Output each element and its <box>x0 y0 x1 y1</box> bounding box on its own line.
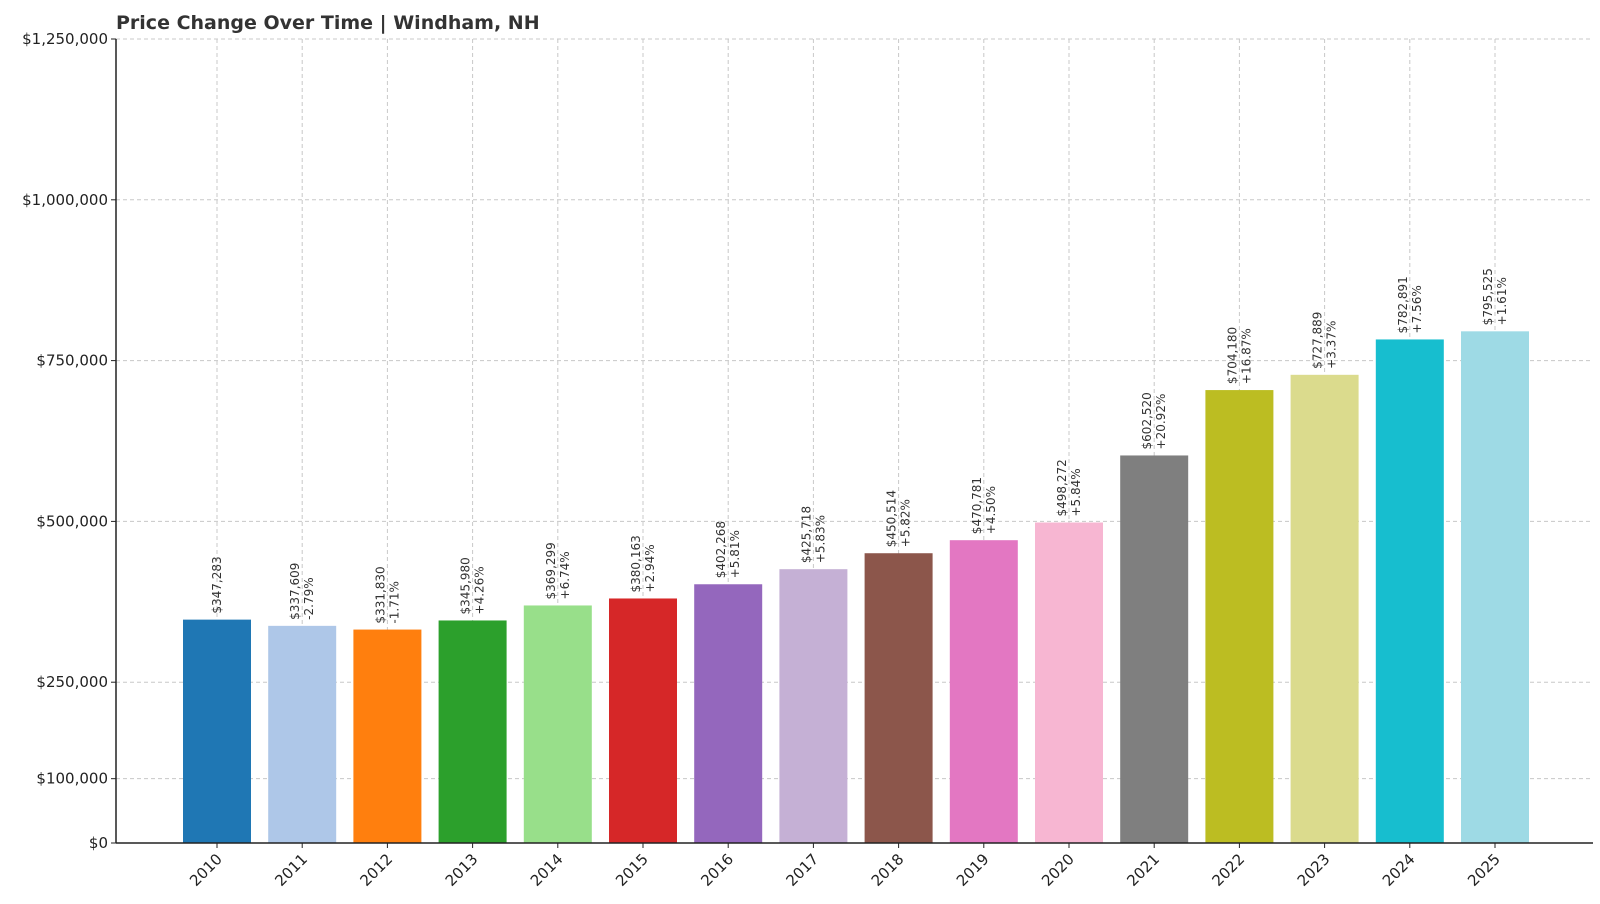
data-label-group-2011: $337,609 -2.79% <box>288 563 316 620</box>
x-tick-label: 2024 <box>1379 850 1419 890</box>
data-label-group-2022: $704,180 +16.87% <box>1225 327 1253 384</box>
x-tick-label: 2013 <box>442 850 482 890</box>
data-label-group-2013: $345,980 +4.26% <box>459 557 487 614</box>
bar-change-label: +4.50% <box>984 486 998 534</box>
x-tick-label: 2016 <box>697 850 737 890</box>
y-tick-label: $750,000 <box>36 352 108 370</box>
bar-change-label: +20.92% <box>1154 394 1168 450</box>
bar-2017 <box>779 569 848 843</box>
y-tick-label: $500,000 <box>36 512 108 530</box>
bar-value-label: $425,718 <box>799 506 813 563</box>
data-label-group-2010: $347,283 <box>210 556 224 613</box>
x-tick-label: 2023 <box>1294 850 1334 890</box>
x-tick-label: 2022 <box>1208 850 1248 890</box>
chart-title: Price Change Over Time | Windham, NH <box>116 12 540 34</box>
bar-change-label: +16.87% <box>1239 328 1253 384</box>
data-label-group-2012: $331,830 -1.71% <box>373 566 401 623</box>
bar-2012 <box>353 629 422 843</box>
bar-value-label: $602,520 <box>1140 392 1154 449</box>
bar-value-label: $450,514 <box>885 490 899 547</box>
x-tick-label: 2017 <box>782 850 822 890</box>
bar-value-label: $380,163 <box>629 535 643 592</box>
grid-lines <box>116 38 1593 843</box>
data-labels: $347,283 $337,609 -2.79% $331,830 -1.71% $345… <box>210 268 1509 624</box>
bar-2020 <box>1035 522 1103 843</box>
bar-change-label: +5.83% <box>813 515 827 563</box>
bar-change-label: +4.26% <box>473 566 487 614</box>
bar-change-label: +3.37% <box>1325 321 1339 369</box>
data-label-group-2020: $498,272 +5.84% <box>1055 459 1083 516</box>
bar-2013 <box>438 620 507 843</box>
x-tick-label: 2012 <box>356 850 396 890</box>
bar-value-label: $402,268 <box>714 521 728 578</box>
bar-value-label: $347,283 <box>210 556 224 613</box>
bar-change-label: -1.71% <box>387 581 401 623</box>
bar-value-label: $331,830 <box>373 566 387 623</box>
bar-change-label: +2.94% <box>643 544 657 592</box>
bar-2014 <box>523 605 592 843</box>
bar-2024 <box>1375 339 1444 843</box>
bar-2018 <box>864 553 933 843</box>
data-label-group-2018: $450,514 +5.82% <box>885 490 913 547</box>
data-label-group-2023: $727,889 +3.37% <box>1311 312 1339 369</box>
x-tick-label: 2018 <box>868 850 908 890</box>
bar-2010 <box>183 619 251 843</box>
data-label-group-2017: $425,718 +5.83% <box>799 506 827 563</box>
y-tick-label: $0 <box>89 834 108 852</box>
x-axis: 2010 2011 2012 2013 2014 2015 2016 2017 2018 2019… <box>116 842 1593 890</box>
bar-2011 <box>268 625 337 843</box>
bar-2022 <box>1205 390 1274 843</box>
bar-value-label: $704,180 <box>1225 327 1239 384</box>
bar-value-label: $782,891 <box>1396 276 1410 333</box>
data-label-group-2016: $402,268 +5.81% <box>714 521 742 578</box>
bar-change-label: -2.79% <box>302 577 316 619</box>
bar-change-label: +7.56% <box>1410 285 1424 333</box>
bar-value-label: $795,525 <box>1481 268 1495 325</box>
bar-value-label: $345,980 <box>459 557 473 614</box>
bar-value-label: $498,272 <box>1055 459 1069 516</box>
x-tick-label: 2021 <box>1123 850 1163 890</box>
bar-value-label: $369,299 <box>544 542 558 599</box>
bar-2019 <box>949 540 1018 843</box>
x-tick-label: 2010 <box>186 850 226 890</box>
x-tick-label: 2025 <box>1464 850 1504 890</box>
x-tick-label: 2011 <box>271 850 311 890</box>
bar-value-label: $337,609 <box>288 563 302 620</box>
bars <box>183 331 1529 843</box>
bar-change-label: +1.61% <box>1495 277 1509 325</box>
data-label-group-2021: $602,520 +20.92% <box>1140 392 1168 449</box>
data-label-group-2025: $795,525 +1.61% <box>1481 268 1509 325</box>
bar-value-label: $727,889 <box>1311 312 1325 369</box>
y-tick-label: $250,000 <box>36 673 108 691</box>
bar-change-label: +5.84% <box>1069 468 1083 516</box>
y-axis: $0 $100,000 $250,000 $500,000 $750,000 $1,000… <box>22 30 117 852</box>
bar-change-label: +5.82% <box>899 499 913 547</box>
data-label-group-2014: $369,299 +6.74% <box>544 542 572 599</box>
x-tick-label: 2015 <box>612 850 652 890</box>
y-tick-label: $1,000,000 <box>22 191 108 209</box>
x-tick-label: 2019 <box>953 850 993 890</box>
y-tick-label: $100,000 <box>36 770 108 788</box>
bar-2023 <box>1290 374 1359 843</box>
bar-2025 <box>1461 331 1529 843</box>
bar-2021 <box>1120 455 1189 843</box>
y-tick-label: $1,250,000 <box>22 30 108 48</box>
x-tick-label: 2020 <box>1038 850 1078 890</box>
bar-change-label: +5.81% <box>728 530 742 578</box>
bar-change-label: +6.74% <box>558 551 572 599</box>
data-label-group-2024: $782,891 +7.56% <box>1396 276 1424 333</box>
bar-2016 <box>694 584 763 843</box>
bar-value-label: $470,781 <box>970 477 984 534</box>
bar-2015 <box>609 598 677 843</box>
data-label-group-2019: $470,781 +4.50% <box>970 477 998 534</box>
x-tick-label: 2014 <box>527 850 567 890</box>
data-label-group-2015: $380,163 +2.94% <box>629 535 657 592</box>
